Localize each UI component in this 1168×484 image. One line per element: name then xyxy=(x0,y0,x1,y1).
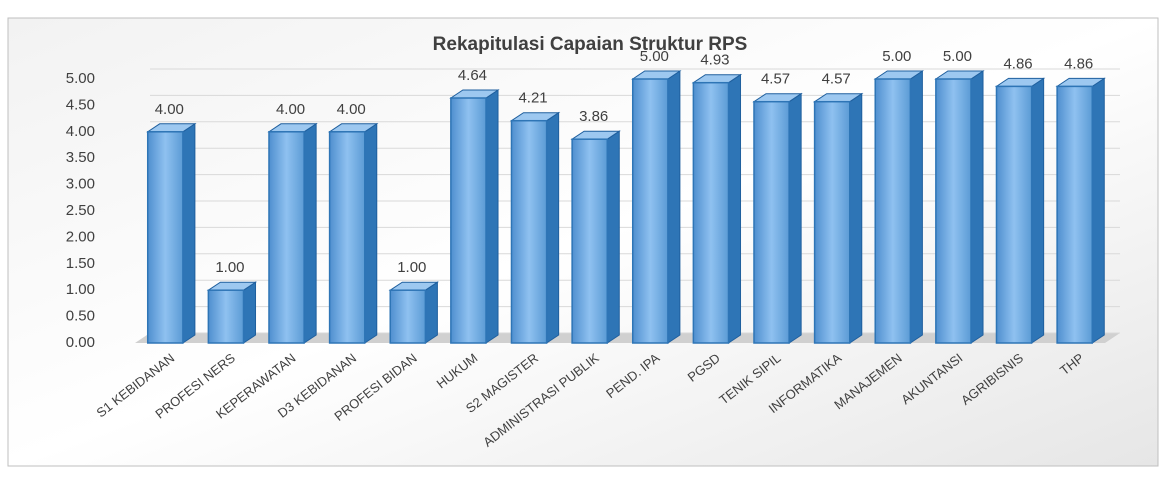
bar xyxy=(935,78,972,344)
value-label: 3.86 xyxy=(579,108,608,125)
y-tick-label: 4.50 xyxy=(66,96,95,113)
bar xyxy=(692,81,730,344)
bar-side xyxy=(728,73,742,344)
value-label: 4.21 xyxy=(518,90,547,107)
y-tick-label: 4.00 xyxy=(66,123,95,140)
value-label: 1.00 xyxy=(397,259,426,276)
bar-side xyxy=(970,70,984,344)
bar xyxy=(328,131,366,344)
bar xyxy=(571,138,609,344)
bar xyxy=(995,85,1033,344)
bar-side xyxy=(1091,77,1105,344)
bar-side xyxy=(909,70,923,344)
value-label: 4.00 xyxy=(337,101,366,118)
bar xyxy=(389,289,427,344)
value-label: 4.86 xyxy=(1003,55,1032,72)
bar xyxy=(631,78,669,344)
y-tick-label: 2.00 xyxy=(66,228,95,245)
bar xyxy=(450,97,487,344)
bar xyxy=(268,131,305,344)
value-label: 4.00 xyxy=(155,101,184,118)
value-label: 5.00 xyxy=(882,48,911,65)
bar-side xyxy=(364,122,378,344)
value-label: 4.86 xyxy=(1064,55,1093,72)
y-tick-label: 0.00 xyxy=(66,334,95,351)
bar-side xyxy=(424,281,438,344)
value-label: 4.57 xyxy=(761,71,790,88)
y-tick-label: 1.50 xyxy=(66,255,95,272)
y-tick-label: 5.00 xyxy=(66,70,95,87)
bar-side xyxy=(243,281,257,344)
value-label: 5.00 xyxy=(943,48,972,65)
bar xyxy=(874,78,912,344)
bar-side xyxy=(303,122,317,344)
value-label: 5.00 xyxy=(640,48,669,65)
bar-side xyxy=(849,92,863,344)
bar-side xyxy=(485,89,499,344)
bar-side xyxy=(182,122,196,344)
y-tick-label: 0.50 xyxy=(66,308,95,325)
bar-side xyxy=(606,130,620,344)
bar xyxy=(1056,85,1094,344)
bar-side xyxy=(667,70,681,344)
chart-title: Rekapitulasi Capaian Struktur RPS xyxy=(433,34,748,55)
bar xyxy=(813,100,851,344)
bar-side xyxy=(546,111,560,344)
value-label: 4.64 xyxy=(458,67,487,84)
y-tick-label: 3.50 xyxy=(66,149,95,166)
value-label: 1.00 xyxy=(215,259,244,276)
floor xyxy=(135,333,1120,343)
bar-side xyxy=(1031,77,1045,344)
bar xyxy=(207,289,245,344)
value-label: 4.00 xyxy=(276,101,305,118)
y-tick-label: 3.00 xyxy=(66,176,95,193)
value-label: 4.57 xyxy=(822,71,851,88)
value-label: 4.93 xyxy=(700,52,729,69)
bar xyxy=(753,100,790,344)
y-tick-label: 1.00 xyxy=(66,281,95,298)
bar-side xyxy=(788,92,802,344)
bar xyxy=(510,119,548,344)
bar xyxy=(146,131,184,344)
y-tick-label: 2.50 xyxy=(66,202,95,219)
